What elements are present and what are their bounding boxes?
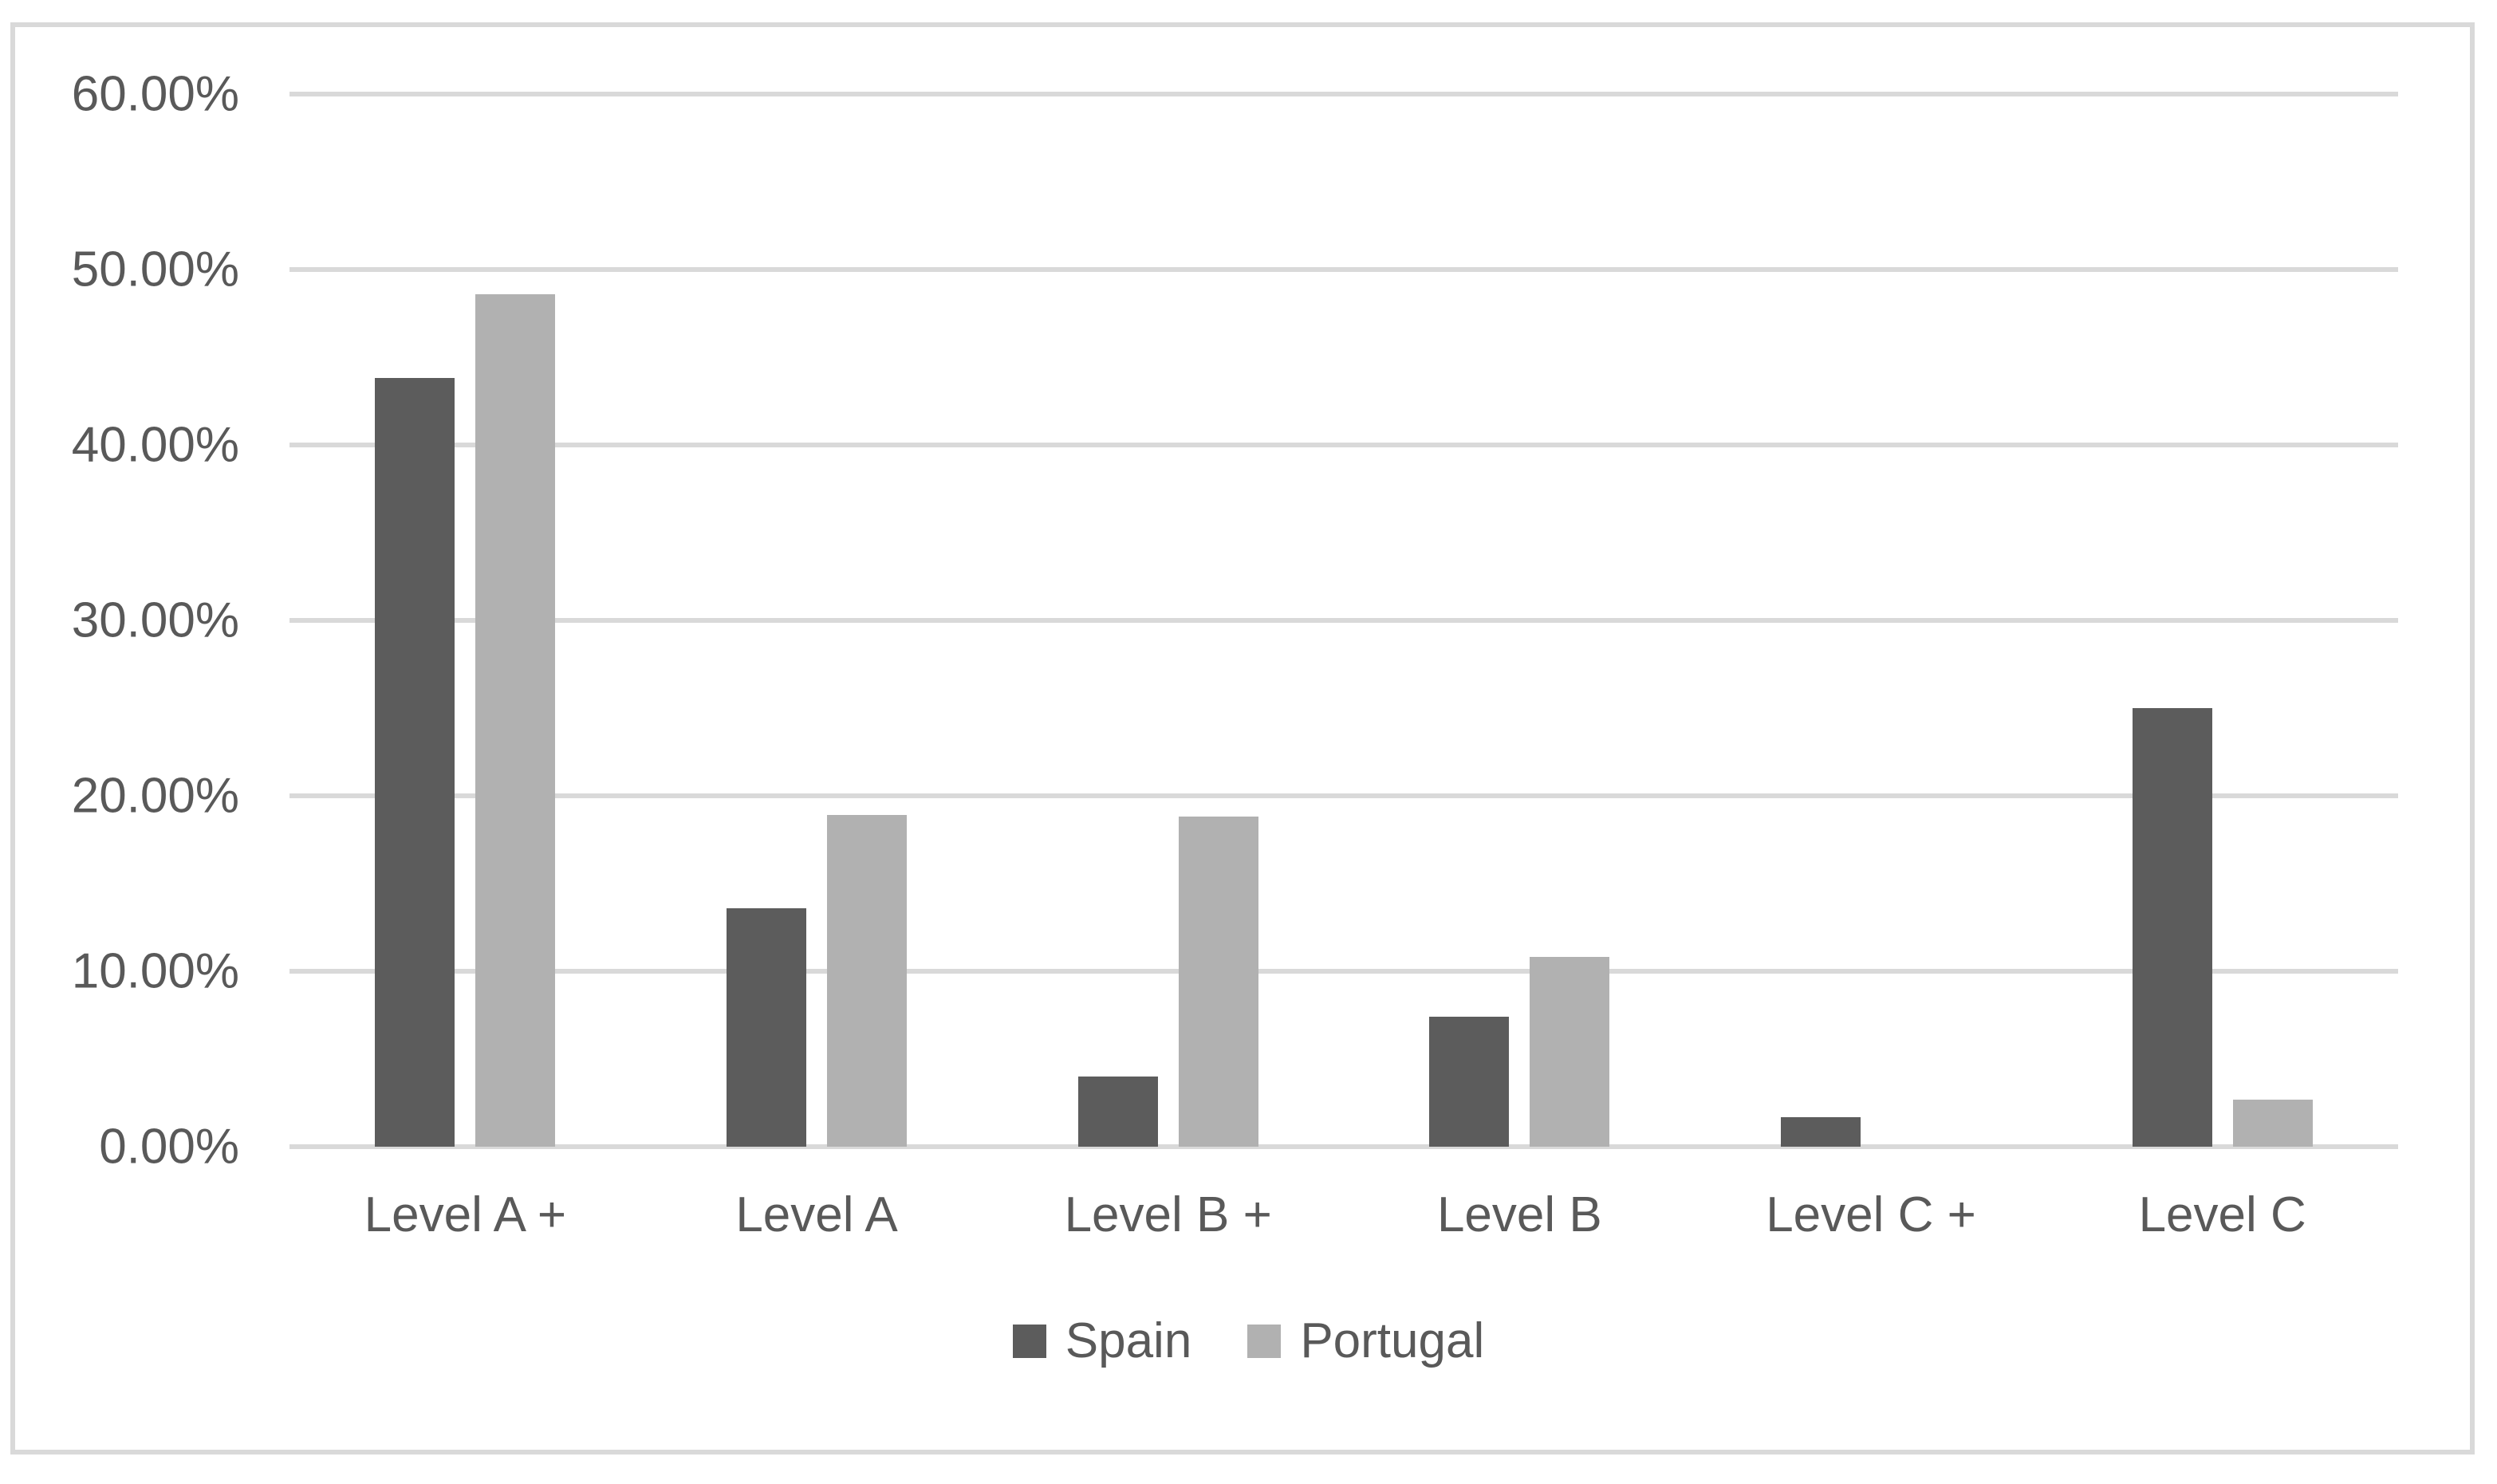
legend-label-spain: Spain (1065, 1313, 1192, 1368)
bar-spain-level-b (1077, 1077, 1158, 1147)
x-category-label: Level B (1436, 1187, 1602, 1242)
legend-item-portugal: Portugal (1247, 1313, 1484, 1369)
x-category-label: Level C (2138, 1187, 2306, 1242)
bar-group-level-c (1696, 94, 2047, 1147)
x-category-label: Level A + (364, 1187, 567, 1242)
gridline (289, 92, 2398, 96)
y-tick-label: 10.00% (71, 943, 239, 999)
bar-group-level-b (1344, 94, 1696, 1147)
bar-spain-level-c (2132, 708, 2212, 1147)
bar-group-level-c (2046, 94, 2398, 1147)
gridline (289, 793, 2398, 798)
x-axis: Level A + Level A Level B + Level B Level C … (289, 1147, 2398, 1243)
legend: Spain Portugal (0, 1313, 2497, 1369)
bar-spain-level-c (1781, 1116, 1861, 1147)
bar-groups (289, 94, 2398, 1147)
bar-spain-level-b (1429, 1017, 1510, 1147)
bar-group-level-a (289, 94, 641, 1147)
bar-portugal-level-c (2232, 1099, 2313, 1147)
y-tick-label: 50.00% (71, 242, 239, 297)
x-category-label: Level A (735, 1187, 898, 1242)
y-tick-label: 30.00% (71, 592, 239, 648)
chart-frame (10, 22, 2475, 1454)
x-category-label: Level B + (1064, 1187, 1272, 1242)
bar-group-level-b (992, 94, 1344, 1147)
x-category-label: Level C + (1766, 1187, 1976, 1242)
y-tick-label: 20.00% (71, 768, 239, 824)
plot-area (289, 92, 2398, 1149)
bar-portugal-level-a (475, 293, 556, 1147)
legend-swatch-portugal-icon (1247, 1324, 1282, 1358)
bar-portugal-level-b (1530, 957, 1610, 1147)
legend-label-portugal: Portugal (1300, 1313, 1485, 1368)
y-tick-label: 60.00% (71, 66, 239, 122)
bar-spain-level-a (375, 378, 455, 1147)
gridline (289, 266, 2398, 272)
gridline (289, 442, 2398, 447)
gridline (289, 618, 2398, 623)
bar-group-level-a (641, 94, 993, 1147)
y-tick-label: 0.00% (99, 1119, 239, 1175)
bar-portugal-level-b (1178, 817, 1258, 1147)
bar-portugal-level-a (827, 815, 907, 1147)
y-axis: 60.00% 50.00% 40.00% 30.00% 20.00% 10.00% 0.00… (0, 67, 239, 1175)
bar-spain-level-a (727, 907, 806, 1147)
gridline (289, 969, 2398, 974)
gridline (289, 1144, 2398, 1149)
legend-item-spain: Spain (1012, 1313, 1192, 1369)
legend-swatch-spain-icon (1012, 1324, 1046, 1358)
y-tick-label: 40.00% (71, 417, 239, 473)
